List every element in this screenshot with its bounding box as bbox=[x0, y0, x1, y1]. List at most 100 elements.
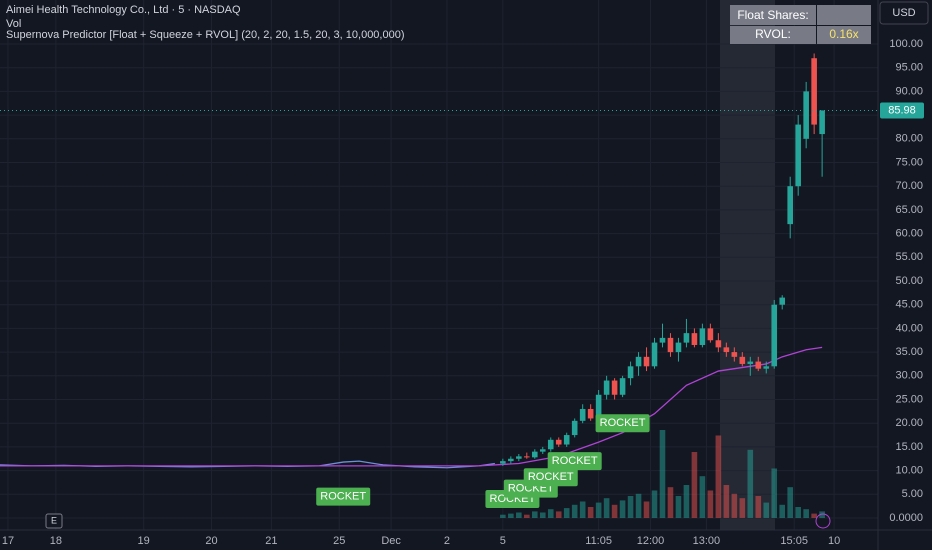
currency-button[interactable] bbox=[879, 1, 929, 25]
candle-body bbox=[571, 420, 578, 436]
candle-body bbox=[627, 366, 634, 379]
table-label: Float Shares: bbox=[737, 8, 808, 22]
candle-body bbox=[763, 366, 770, 369]
volume-bar bbox=[779, 504, 786, 518]
candle-body bbox=[683, 333, 690, 343]
y-tick-label: 15.00 bbox=[895, 441, 923, 453]
volume-bar bbox=[547, 509, 554, 518]
x-tick-label: 21 bbox=[265, 535, 277, 547]
candle-body bbox=[819, 110, 825, 135]
candle-body bbox=[659, 337, 666, 343]
volume-bar bbox=[635, 493, 642, 518]
volume-bar bbox=[579, 501, 586, 518]
volume-bar bbox=[508, 513, 514, 518]
volume-bar bbox=[771, 468, 778, 518]
volume-bar bbox=[531, 511, 538, 518]
candle-body bbox=[755, 361, 762, 369]
last-price-box bbox=[880, 102, 924, 119]
volume-bar bbox=[587, 507, 594, 518]
x-tick-label: 5 bbox=[500, 535, 506, 547]
event-marker[interactable] bbox=[45, 513, 63, 529]
candle-body bbox=[707, 328, 714, 341]
volume-bar bbox=[651, 490, 658, 518]
candle-body bbox=[803, 91, 809, 139]
chart-title: Aimei Health Technology Co., Ltd · 5 · N… bbox=[6, 4, 241, 16]
x-tick-label: 12:00 bbox=[637, 535, 665, 547]
volume-bar bbox=[627, 496, 634, 518]
volume-bar bbox=[524, 514, 530, 518]
candle-body bbox=[555, 439, 562, 445]
annotation-label: ROCKET bbox=[552, 455, 598, 467]
candle-body bbox=[619, 378, 626, 395]
annotation-label: ROCKET bbox=[528, 471, 574, 483]
table-cell bbox=[817, 5, 871, 25]
volume-bar bbox=[723, 485, 730, 518]
volume-bar bbox=[675, 496, 682, 518]
candle-body bbox=[715, 340, 722, 348]
y-tick-label: 0.0000 bbox=[889, 512, 923, 524]
volume-bar bbox=[516, 512, 522, 518]
x-tick-label: 10 bbox=[828, 535, 840, 547]
x-tick-label: 20 bbox=[205, 535, 217, 547]
candle-body bbox=[667, 337, 674, 353]
y-tick-label: 40.00 bbox=[895, 322, 923, 334]
candle-body bbox=[691, 333, 698, 345]
table-label: RVOL: bbox=[755, 27, 791, 41]
subtitle: Vol bbox=[6, 18, 21, 30]
candle-body bbox=[563, 435, 570, 445]
indicator-label: Supernova Predictor [Float + Squeeze + R… bbox=[6, 29, 405, 41]
y-tick-label: 55.00 bbox=[895, 251, 923, 263]
x-tick-label: 15:05 bbox=[780, 535, 808, 547]
candle-body bbox=[731, 352, 738, 357]
candle-body bbox=[699, 328, 706, 345]
table-value: 0.16x bbox=[829, 27, 858, 41]
volume-bar bbox=[619, 500, 626, 518]
volume-bar bbox=[500, 514, 506, 518]
candle-body bbox=[500, 461, 506, 464]
y-tick-label: 95.00 bbox=[895, 62, 923, 74]
x-tick-label: Dec bbox=[381, 535, 401, 547]
volume-bar bbox=[539, 512, 546, 518]
event-marker-label: E bbox=[51, 515, 57, 525]
y-tick-label: 65.00 bbox=[895, 204, 923, 216]
volume-bar bbox=[795, 507, 801, 518]
volume-bar bbox=[643, 501, 650, 518]
volume-bar bbox=[699, 476, 706, 518]
candle-body bbox=[723, 347, 730, 353]
volume-bar bbox=[595, 502, 602, 518]
volume-bar bbox=[683, 485, 690, 518]
annotation-label: ROCKET bbox=[600, 417, 646, 429]
x-tick-label: 18 bbox=[50, 535, 62, 547]
y-tick-label: 45.00 bbox=[895, 299, 923, 311]
candle-body bbox=[524, 456, 530, 458]
candle-body bbox=[795, 124, 801, 187]
candle-body bbox=[771, 304, 778, 367]
volume-bar bbox=[715, 435, 722, 518]
last-price-label: 85.98 bbox=[888, 104, 916, 116]
annotation-box bbox=[316, 487, 371, 506]
volume-bar bbox=[787, 487, 793, 518]
candle-body bbox=[579, 408, 586, 421]
volume-bar bbox=[691, 452, 698, 518]
y-tick-label: 50.00 bbox=[895, 275, 923, 287]
volume-bar bbox=[731, 493, 738, 518]
table-cell bbox=[730, 5, 816, 25]
volume-bar bbox=[811, 513, 817, 518]
volume-bar bbox=[803, 509, 809, 518]
volume-bar bbox=[739, 498, 746, 518]
volume-bar bbox=[819, 511, 825, 518]
alert-icon[interactable] bbox=[815, 513, 831, 529]
volume-bar bbox=[603, 498, 610, 518]
volume-bar bbox=[763, 502, 770, 518]
y-tick-label: 70.00 bbox=[895, 180, 923, 192]
y-tick-label: 10.00 bbox=[895, 465, 923, 477]
candle-body bbox=[603, 380, 610, 395]
volume-bar bbox=[747, 449, 754, 518]
candle-body bbox=[675, 342, 682, 353]
x-tick-label: 13:00 bbox=[693, 535, 721, 547]
candle-body bbox=[811, 58, 817, 125]
table-cell bbox=[730, 26, 816, 44]
y-tick-label: 80.00 bbox=[895, 133, 923, 145]
